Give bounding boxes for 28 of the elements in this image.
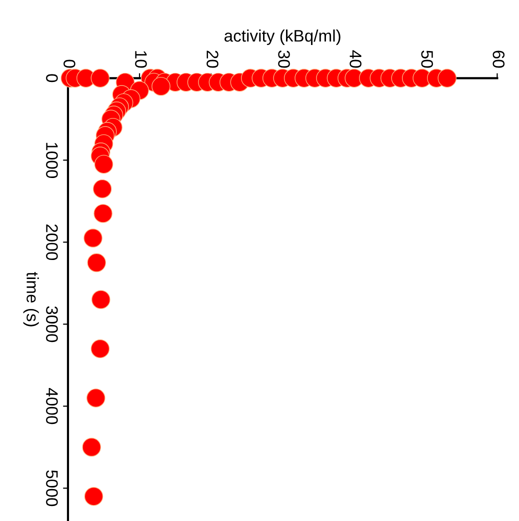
x-tick-label: 10 [135, 51, 147, 68]
y-tick-label: 0 [46, 74, 58, 82]
point [438, 68, 457, 88]
point [87, 253, 106, 272]
x-tick-label: 0 [64, 60, 76, 68]
y-tick-label: 3000 [46, 306, 58, 342]
y-tick-label: 4000 [46, 388, 58, 424]
point [91, 290, 110, 309]
x-tick-label: 60 [492, 50, 505, 68]
point [90, 68, 110, 88]
x-tick-label: 50 [421, 50, 433, 68]
point [94, 154, 114, 174]
point [84, 228, 102, 248]
y-tick-label: 5000 [46, 470, 58, 506]
point [84, 486, 104, 506]
x-axis-title: activity (kBq/ml) [224, 29, 340, 46]
point [94, 204, 112, 223]
x-tick-label: 40 [350, 50, 362, 68]
y-axis-title: time (s) [23, 272, 39, 326]
point [92, 179, 112, 198]
point [90, 339, 110, 358]
point [86, 388, 106, 408]
point [82, 438, 101, 457]
x-tick-label: 20 [206, 50, 218, 68]
y-tick-label: 2000 [46, 224, 58, 260]
x-tick-label: 30 [278, 50, 290, 68]
y-tick-label: 1000 [46, 142, 58, 178]
point [152, 76, 170, 96]
